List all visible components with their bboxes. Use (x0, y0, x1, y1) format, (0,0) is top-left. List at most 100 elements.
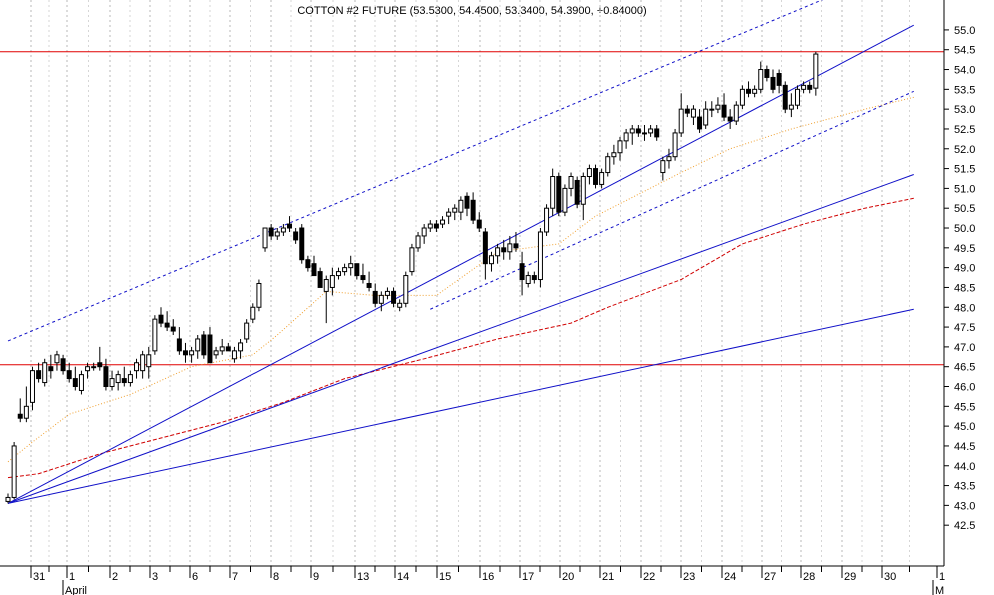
candle-body (427, 223, 433, 229)
candle (684, 105, 690, 118)
candle-body (176, 338, 182, 352)
candle-body (5, 496, 11, 502)
candle-body (391, 290, 397, 304)
trendlines (7, 0, 914, 504)
candle (452, 204, 458, 221)
candle (752, 85, 758, 98)
candle-body (250, 306, 256, 320)
candle-body (195, 338, 201, 352)
candle-body (660, 160, 666, 174)
x-axis-ticks: 31 1 2 3 6 7 8 9 13 14 15 16 17 20 21 22 23 24 27 28 29 30 1Ap… (30, 566, 945, 595)
y-tick-label: 42.5 (954, 520, 975, 532)
candle-body (360, 275, 366, 281)
candle-body (586, 168, 592, 178)
y-tick-label: 50.5 (954, 203, 975, 215)
candle-body (140, 354, 146, 372)
candle-body (758, 69, 764, 90)
candle (758, 61, 764, 94)
candle (550, 168, 556, 217)
candle (354, 263, 360, 280)
x-tick-label: 16 (482, 571, 494, 583)
candle-body (372, 290, 378, 304)
candle-body (97, 362, 103, 368)
candle-body (446, 211, 452, 217)
candle-body (654, 128, 660, 138)
y-tick-label: 44.5 (954, 441, 975, 453)
trendline (430, 90, 914, 310)
candle-body (329, 275, 335, 288)
candle-body (91, 366, 97, 369)
candle-body (231, 350, 237, 360)
candle (470, 192, 476, 225)
candle (195, 335, 201, 359)
candle (274, 228, 280, 240)
x-tick-label: 2 (112, 571, 118, 583)
candle-body (335, 271, 341, 277)
candle (629, 125, 635, 145)
x-tick-label: 29 (844, 571, 856, 583)
y-tick-label: 52.5 (954, 124, 975, 136)
candle (660, 156, 666, 181)
candle-body (11, 445, 17, 498)
x-tick-label: 24 (724, 571, 736, 583)
x-tick-label: 17 (522, 571, 534, 583)
candle-body (299, 227, 305, 261)
candle-body (323, 279, 329, 292)
candle (207, 327, 213, 364)
candle (17, 398, 23, 423)
candle-body (488, 255, 494, 265)
candle (372, 283, 378, 308)
candle-body (403, 275, 409, 304)
x-tick-label: 6 (192, 571, 198, 583)
candle-body (433, 223, 439, 229)
x-tick-label: 3 (152, 571, 158, 583)
candle-body (697, 116, 703, 130)
candle-body (807, 84, 813, 90)
candle-body (274, 231, 280, 237)
candle (697, 109, 703, 133)
candle-body (495, 247, 501, 257)
candle (201, 331, 207, 359)
candle-body (513, 243, 519, 249)
candle (305, 255, 311, 272)
candle-body (201, 334, 207, 356)
candle (60, 354, 66, 375)
trendline (7, 0, 824, 342)
candle-body (623, 132, 629, 142)
y-tick-label: 48.0 (954, 302, 975, 314)
candle-body (611, 152, 617, 158)
candle-body (287, 223, 293, 229)
candle (323, 275, 329, 324)
candle (29, 366, 35, 411)
candle-body (244, 322, 250, 340)
candle-body (788, 104, 794, 110)
month-label: M (935, 585, 944, 595)
candle-body (213, 350, 219, 356)
y-tick-label: 50.0 (954, 223, 975, 235)
candle-body (170, 326, 176, 332)
candle (617, 136, 623, 161)
candle-body (605, 156, 611, 174)
candle (91, 362, 97, 371)
candle (262, 227, 268, 252)
candle (519, 251, 525, 296)
candle-body (384, 290, 390, 296)
candle-body (421, 227, 427, 237)
candle-body (464, 195, 470, 209)
candle (586, 164, 592, 185)
trendline (7, 174, 914, 504)
moving-average-line (7, 96, 914, 463)
candle-body (78, 374, 84, 391)
x-tick-label: 8 (273, 571, 279, 583)
candle-body (452, 207, 458, 213)
candle-body (378, 294, 384, 304)
candle-body (641, 132, 647, 135)
candle-body (470, 199, 476, 221)
candle-body (666, 156, 672, 162)
candle (703, 101, 709, 129)
x-tick-label: 1 (69, 571, 75, 583)
candle (721, 93, 727, 122)
candle-body (103, 366, 109, 388)
y-tick-label: 45.0 (954, 421, 975, 433)
candle (152, 315, 158, 355)
